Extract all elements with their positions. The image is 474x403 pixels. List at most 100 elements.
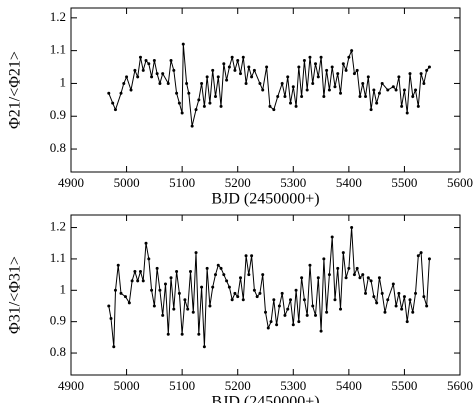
- data-point: [383, 310, 387, 314]
- data-point: [116, 263, 120, 267]
- x-tick-label: 5300: [280, 175, 306, 190]
- data-point: [169, 276, 173, 280]
- plot-frame: [70, 7, 461, 173]
- data-point: [302, 298, 306, 302]
- data-point: [330, 235, 334, 239]
- data-point: [155, 266, 159, 270]
- data-point: [314, 313, 318, 317]
- data-point: [155, 72, 159, 76]
- data-point: [152, 58, 156, 62]
- data-point: [166, 81, 170, 85]
- data-point: [258, 81, 262, 85]
- data-point: [183, 298, 187, 302]
- data-point: [272, 298, 276, 302]
- x-tick-label: 5400: [336, 378, 362, 393]
- data-point: [347, 266, 351, 270]
- data-point: [405, 111, 409, 115]
- data-point: [416, 104, 420, 108]
- x-tick-label: 5100: [169, 175, 195, 190]
- data-point: [269, 320, 273, 324]
- data-point: [397, 291, 401, 295]
- data-line: [108, 44, 430, 127]
- data-point: [188, 269, 192, 273]
- data-point: [166, 332, 170, 336]
- data-point: [366, 75, 370, 79]
- data-point: [216, 75, 220, 79]
- data-point: [308, 55, 312, 59]
- data-point: [200, 81, 204, 85]
- data-point: [330, 65, 334, 69]
- data-point: [425, 68, 429, 72]
- data-point: [190, 124, 194, 128]
- data-point: [130, 279, 134, 283]
- data-point: [225, 78, 229, 82]
- data-point: [366, 276, 370, 280]
- data-point: [169, 58, 173, 62]
- data-point: [112, 345, 116, 349]
- data-point: [344, 68, 348, 72]
- x-tick-label: 5300: [280, 378, 306, 393]
- data-point: [386, 298, 390, 302]
- data-point: [252, 68, 256, 72]
- data-point: [264, 310, 267, 314]
- data-point: [377, 276, 381, 280]
- data-point: [336, 72, 340, 76]
- data-point: [261, 88, 265, 92]
- x-tick-label: 5600: [447, 378, 473, 393]
- data-point: [300, 95, 304, 99]
- data-point: [180, 332, 184, 336]
- data-point: [327, 273, 331, 277]
- data-point: [414, 291, 418, 295]
- data-point: [422, 81, 426, 85]
- data-point: [339, 91, 343, 95]
- data-point: [397, 75, 401, 79]
- data-point: [325, 68, 329, 72]
- data-point: [129, 88, 133, 92]
- data-point: [333, 298, 337, 302]
- data-point: [322, 95, 326, 99]
- data-point: [402, 295, 406, 299]
- data-point: [355, 266, 359, 270]
- data-point: [236, 295, 240, 299]
- data-point: [180, 111, 184, 115]
- data-point: [327, 88, 331, 92]
- y-tick-label: 1: [60, 74, 67, 89]
- data-point: [380, 81, 384, 85]
- data-point: [311, 81, 315, 85]
- x-tick-label: 5500: [391, 175, 417, 190]
- data-point: [250, 75, 254, 79]
- data-point: [247, 273, 251, 277]
- data-point: [286, 75, 290, 79]
- data-point: [113, 288, 117, 292]
- data-point: [172, 307, 176, 311]
- data-point: [268, 104, 272, 108]
- data-point: [425, 304, 429, 308]
- data-point: [394, 88, 398, 92]
- y-tick-label: 0.8: [50, 344, 66, 359]
- data-point: [252, 288, 256, 292]
- data-point: [208, 304, 212, 308]
- data-point: [394, 304, 398, 308]
- data-point: [205, 266, 209, 270]
- data-point: [136, 279, 140, 283]
- data-point: [123, 295, 127, 299]
- data-point: [408, 72, 412, 76]
- data-point: [230, 55, 234, 59]
- data-point: [276, 95, 280, 99]
- data-point: [283, 313, 287, 317]
- data-point: [369, 108, 373, 112]
- data-point: [283, 95, 287, 99]
- data-point: [322, 257, 326, 261]
- data-point: [305, 88, 309, 92]
- data-point: [400, 307, 404, 311]
- data-point: [233, 68, 237, 72]
- data-point: [205, 75, 209, 79]
- data-point: [297, 320, 301, 324]
- data-point: [141, 279, 145, 283]
- data-point: [236, 58, 240, 62]
- data-point: [150, 288, 154, 292]
- data-point: [266, 326, 270, 330]
- y-axis-label: Φ21/<Φ21>: [7, 51, 24, 129]
- data-point: [344, 276, 348, 280]
- data-point: [300, 276, 304, 280]
